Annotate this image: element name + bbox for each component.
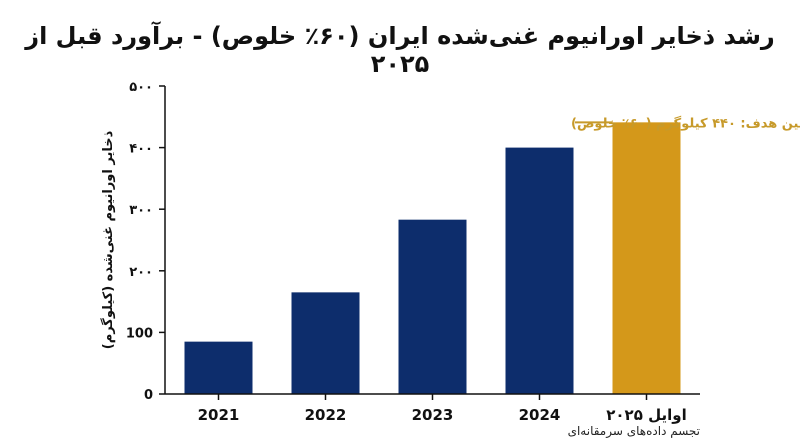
y-axis-label: ذخایر اورانیوم غنی‌شده (کیلوگرم)	[100, 130, 116, 349]
bar	[398, 219, 467, 394]
x-tick-label: 2021	[198, 406, 240, 424]
bars	[184, 122, 681, 395]
bar	[505, 147, 574, 394]
bar	[612, 122, 681, 395]
x-tick-label: 2022	[305, 406, 347, 424]
x-axis: 2021 2022 2023 2024 اوایل ۲۰۲۵	[165, 393, 700, 424]
y-tick-label: 100	[126, 326, 153, 341]
bar	[291, 292, 360, 394]
y-tick-label: ۵۰۰	[129, 80, 153, 95]
annotation: تخمین هدف: ۴۴۰ کیلوگرم (۶۰٪ خلوص)	[571, 115, 800, 131]
x-tick-label: اوایل ۲۰۲۵	[606, 406, 686, 424]
y-tick-label: ۲۰۰	[129, 265, 153, 280]
y-tick-label: 0	[144, 388, 153, 403]
annotation-text: تخمین هدف: ۴۴۰ کیلوگرم (۶۰٪ خلوص)	[571, 115, 800, 131]
x-tick-label: 2024	[519, 406, 561, 424]
y-axis: 0 100 ۲۰۰ ۳۰۰ ۴۰۰ ۵۰۰	[126, 80, 166, 403]
source-note: تجسم داده‌های سرمقانه‌ای	[567, 424, 700, 438]
bar	[184, 341, 253, 394]
x-tick-label: 2023	[412, 406, 454, 424]
y-tick-label: ۳۰۰	[129, 203, 153, 218]
y-tick-label: ۴۰۰	[129, 142, 153, 157]
chart-title: رشد ذخایر اورانیوم غنی‌شده ایران (۶۰٪ خل…	[25, 22, 775, 78]
